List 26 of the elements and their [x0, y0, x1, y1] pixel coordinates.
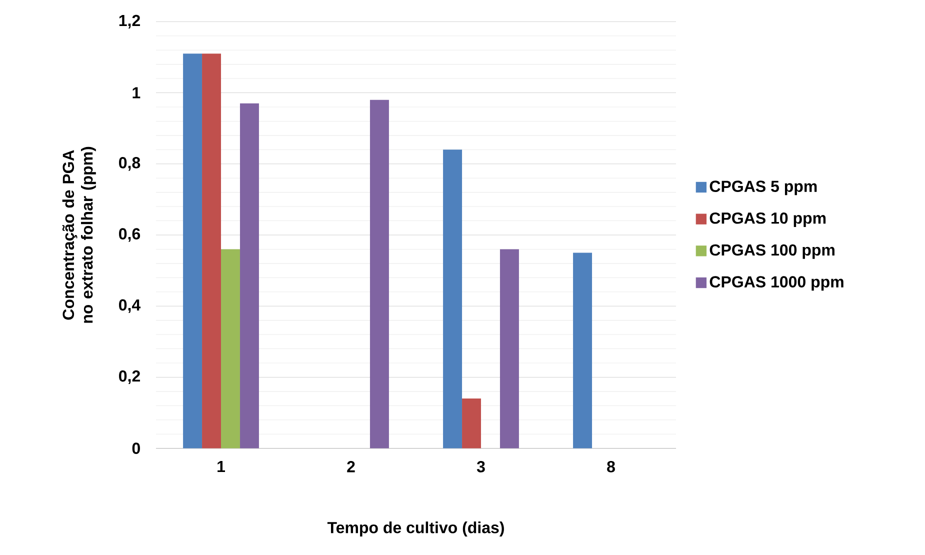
bar [183, 54, 202, 448]
bar [202, 54, 222, 448]
y-axis-title: Concentração de PGA no extrato folhar (ppm) [62, 146, 96, 323]
y-tick-label: 0,2 [119, 370, 140, 384]
legend-label: CPGAS 5 ppm [710, 180, 817, 196]
y-tick-label: 0 [132, 442, 140, 454]
legend-label: CPGAS 100 ppm [710, 244, 834, 259]
y-tick-label: 0,6 [119, 228, 140, 242]
bar [573, 252, 592, 448]
bar [462, 398, 481, 448]
y-tick-label: 0,8 [119, 157, 140, 171]
y-tick-label: 1 [132, 87, 140, 98]
x-tick-label: 2 [347, 461, 355, 472]
bar [240, 103, 259, 448]
legend-label: CPGAS 10 ppm [710, 212, 826, 227]
y-tick-label: 0,4 [119, 299, 141, 313]
bar [221, 249, 240, 448]
bar [500, 249, 519, 448]
x-tick-label: 3 [476, 461, 485, 472]
y-tick-label: 1,2 [119, 14, 140, 28]
bar [443, 150, 462, 448]
x-axis-title: Tempo de cultivo (dias) [327, 522, 504, 536]
legend-label: CPGAS 1000 ppm [710, 276, 844, 291]
x-tick-label: 1 [218, 461, 226, 472]
bar [370, 100, 389, 448]
x-tick-label: 8 [607, 461, 615, 472]
